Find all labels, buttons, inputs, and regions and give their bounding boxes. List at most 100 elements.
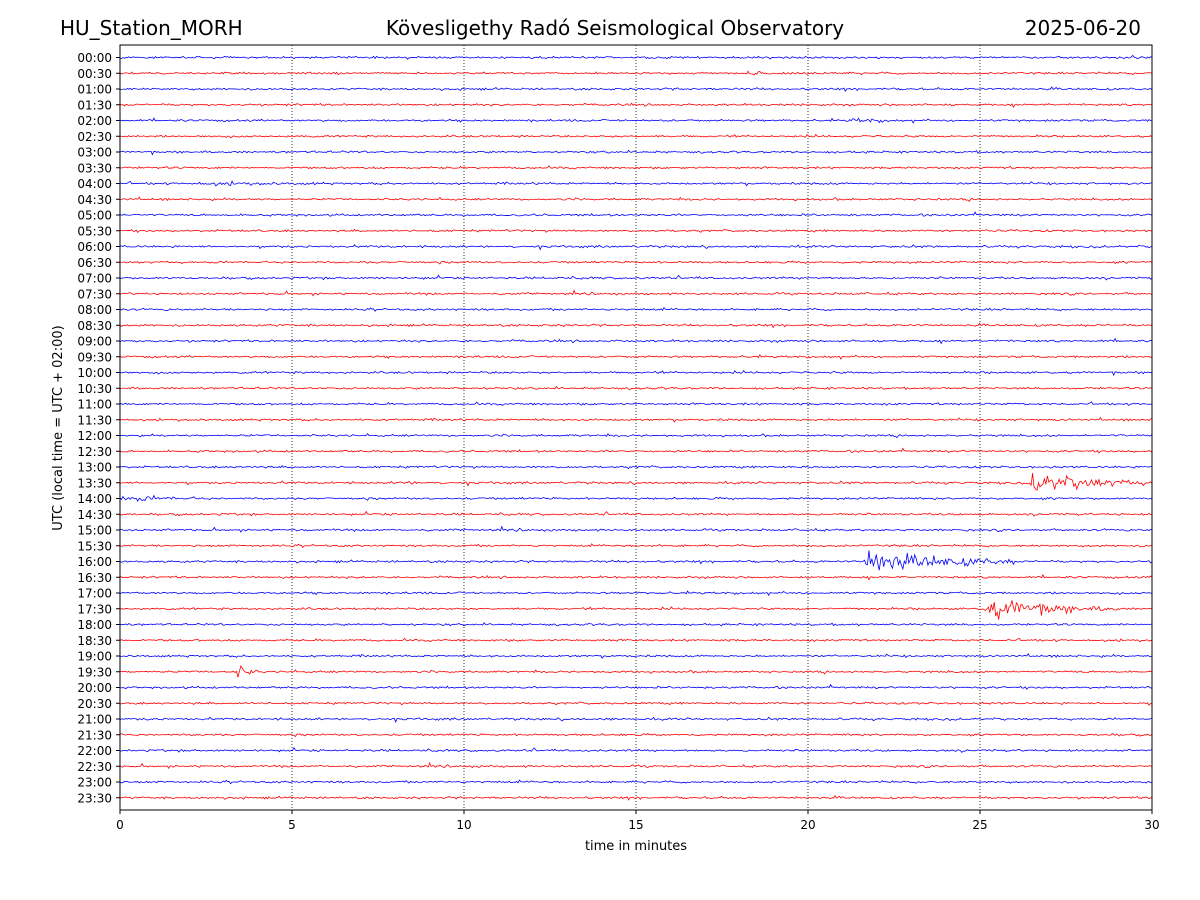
- trace-0830: [119, 322, 1153, 329]
- trace-0630: [119, 260, 1153, 265]
- x-axis-label: time in minutes: [585, 839, 687, 854]
- trace-0230: [119, 133, 1153, 139]
- y-tick-label-0730: 07:30: [77, 287, 112, 301]
- y-tick-label-1630: 16:30: [77, 571, 112, 585]
- y-tick-label-0400: 04:00: [77, 177, 112, 191]
- trace-0930: [119, 354, 1153, 360]
- y-tick-label-0030: 00:30: [77, 67, 112, 81]
- chart-title: Kövesligethy Radó Seismological Observat…: [385, 16, 845, 40]
- trace-0000: [119, 54, 1153, 60]
- y-tick-label-0530: 05:30: [77, 224, 112, 238]
- y-tick-label-2300: 23:00: [77, 776, 112, 790]
- trace-0200: [119, 117, 1153, 124]
- trace-0400: [119, 179, 1153, 187]
- trace-1830: [119, 637, 1153, 643]
- trace-0130: [119, 102, 1153, 109]
- y-tick-label-0200: 02:00: [77, 114, 112, 128]
- y-tick-label-1500: 15:00: [77, 524, 112, 538]
- trace-1630: [119, 574, 1153, 581]
- y-tick-label-1600: 16:00: [77, 555, 112, 569]
- y-tick-label-0100: 01:00: [77, 83, 112, 97]
- y-tick-label-0330: 03:30: [77, 161, 112, 175]
- trace-1900: [119, 653, 1153, 659]
- y-tick-label-1000: 10:00: [77, 366, 112, 380]
- trace-0600: [119, 244, 1153, 251]
- trace-2100: [119, 716, 1152, 723]
- trace-1530: [120, 543, 1153, 549]
- y-tick-label-2030: 20:30: [77, 697, 112, 711]
- y-tick-label-2100: 21:00: [77, 713, 112, 727]
- y-tick-label-2200: 22:00: [77, 744, 112, 758]
- trace-0700: [119, 274, 1153, 281]
- trace-0030: [119, 70, 1153, 76]
- trace-2030: [119, 701, 1153, 706]
- y-tick-label-0630: 06:30: [77, 256, 112, 270]
- trace-1000: [119, 369, 1153, 377]
- trace-2230: [119, 761, 1153, 770]
- y-tick-label-0430: 04:30: [77, 193, 112, 207]
- trace-1430: [119, 510, 1153, 517]
- trace-1300: [119, 465, 1153, 470]
- y-tick-label-0600: 06:00: [77, 240, 112, 254]
- trace-1330: [119, 473, 1153, 491]
- y-tick-label-0500: 05:00: [77, 209, 112, 223]
- grid-lines: [291, 45, 981, 810]
- trace-0730: [119, 289, 1153, 297]
- y-tick-label-1330: 13:30: [77, 476, 112, 490]
- y-tick-label-2000: 20:00: [77, 681, 112, 695]
- trace-1500: [119, 525, 1153, 533]
- trace-0800: [119, 306, 1153, 312]
- y-tick-label-1700: 17:00: [77, 587, 112, 601]
- y-tick-label-2130: 21:30: [77, 728, 112, 742]
- y-tick-label-1430: 14:30: [77, 508, 112, 522]
- x-tick-label-25: 25: [972, 818, 987, 832]
- trace-0530: [119, 228, 1153, 233]
- trace-0430: [119, 196, 1153, 202]
- y-tick-label-1830: 18:30: [77, 634, 112, 648]
- trace-0500: [119, 211, 1153, 217]
- y-tick-label-2330: 23:30: [77, 791, 112, 805]
- y-tick-label-2230: 22:30: [77, 760, 112, 774]
- trace-1800: [119, 622, 1153, 627]
- y-tick-label-0830: 08:30: [77, 319, 112, 333]
- y-tick-label-1530: 15:30: [77, 539, 112, 553]
- trace-0300: [119, 149, 1153, 156]
- y-tick-label-0230: 02:30: [77, 130, 112, 144]
- trace-1930: [119, 664, 1153, 678]
- x-tick-label-15: 15: [628, 818, 643, 832]
- y-tick-label-0300: 03:00: [77, 146, 112, 160]
- x-tick-label-30: 30: [1144, 818, 1159, 832]
- y-tick-label-1200: 12:00: [77, 429, 112, 443]
- y-tick-label-1900: 19:00: [77, 650, 112, 664]
- y-tick-label-0900: 09:00: [77, 335, 112, 349]
- trace-0900: [119, 337, 1153, 345]
- trace-2300: [119, 779, 1153, 785]
- trace-2130: [119, 732, 1153, 738]
- x-tick-label-0: 0: [116, 818, 124, 832]
- station-name: HU_Station_MORH: [60, 16, 243, 40]
- y-tick-label-0000: 00:00: [77, 51, 112, 65]
- y-tick-label-0930: 09:30: [77, 350, 112, 364]
- x-axis-ticks: 0 5 10 15 20 25 30: [116, 810, 1160, 832]
- y-tick-label-1230: 12:30: [77, 445, 112, 459]
- x-tick-label-5: 5: [288, 818, 296, 832]
- trace-1200: [119, 432, 1153, 439]
- y-tick-label-0700: 07:00: [77, 272, 112, 286]
- trace-0100: [119, 86, 1153, 93]
- y-tick-label-1300: 13:00: [77, 461, 112, 475]
- trace-2000: [119, 683, 1153, 690]
- y-tick-label-1100: 11:00: [77, 398, 112, 412]
- trace-1030: [119, 385, 1153, 391]
- trace-1700: [119, 590, 1153, 597]
- x-tick-label-10: 10: [456, 818, 471, 832]
- trace-2330: [119, 795, 1153, 801]
- y-tick-label-1730: 17:30: [77, 602, 112, 616]
- trace-1730: [119, 600, 1153, 620]
- y-tick-label-1400: 14:00: [77, 492, 112, 506]
- y-tick-label-1130: 11:30: [77, 413, 112, 427]
- y-axis-label: UTC (local time = UTC + 02:00): [51, 325, 66, 530]
- y-tick-label-1800: 18:00: [77, 618, 112, 632]
- y-tick-label-0130: 01:30: [77, 98, 112, 112]
